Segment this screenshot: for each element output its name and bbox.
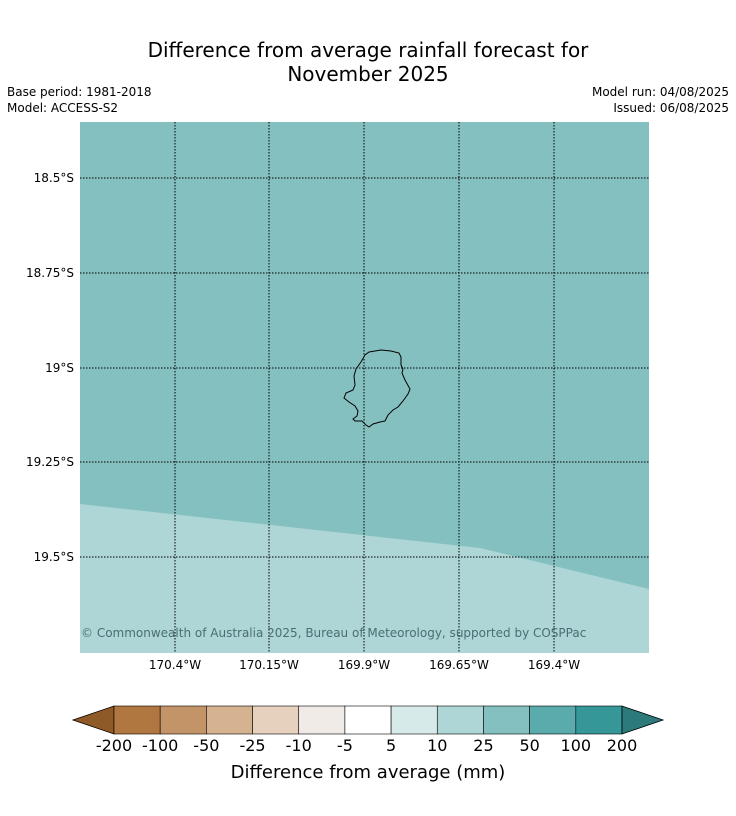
colorbar-segment <box>390 705 438 735</box>
colorbar-segment <box>436 705 484 735</box>
base-period-text: Base period: 1981-2018 <box>7 85 152 99</box>
colorbar <box>71 705 665 735</box>
lat-label: 18.5°S <box>34 171 74 185</box>
model-run-text: Model run: 04/08/2025 <box>591 85 729 99</box>
colorbar-extend-high <box>621 705 665 735</box>
title-line-1: Difference from average rainfall forecas… <box>147 38 589 62</box>
colorbar-segment <box>344 705 392 735</box>
meta-right: Model run: 04/08/2025 Issued: 06/08/2025 <box>592 84 729 116</box>
copyright-text: © Commonwealth of Australia 2025, Bureau… <box>81 626 587 640</box>
colorbar-tick-label: 10 <box>427 736 448 755</box>
colorbar-segment <box>159 705 207 735</box>
colorbar-tick-label: -200 <box>95 736 133 755</box>
lat-label: 19.25°S <box>26 455 74 469</box>
colorbar-tick-label: 5 <box>385 736 397 755</box>
colorbar-tick-label: -10 <box>285 736 312 755</box>
model-text: Model: ACCESS-S2 <box>7 101 119 115</box>
lon-label: 170.15°W <box>239 658 299 672</box>
colorbar-tick-label: 25 <box>473 736 494 755</box>
colorbar-tick-label: -25 <box>239 736 266 755</box>
issued-text: Issued: 06/08/2025 <box>613 101 729 115</box>
colorbar-tick-label: -5 <box>336 736 353 755</box>
meta-left: Base period: 1981-2018 Model: ACCESS-S2 <box>7 84 152 116</box>
colorbar-segment <box>529 705 577 735</box>
colorbar-segment <box>113 705 161 735</box>
title-line-2: November 2025 <box>287 62 449 86</box>
lat-label: 19°S <box>45 361 74 375</box>
island-outline <box>343 349 411 428</box>
lon-label: 169.9°W <box>338 658 390 672</box>
colorbar-segment <box>252 705 300 735</box>
colorbar-extend-low <box>71 705 115 735</box>
graticule <box>80 122 649 653</box>
colorbar-tick-label: -100 <box>142 736 179 755</box>
lon-label: 169.4°W <box>528 658 580 672</box>
lat-label: 18.75°S <box>26 266 74 280</box>
lat-label: 19.5°S <box>34 550 74 564</box>
colorbar-segment <box>206 705 253 735</box>
colorbar-title: Difference from average (mm) <box>230 762 506 783</box>
colorbar-tick-label: -50 <box>193 736 220 755</box>
map-title: Difference from average rainfall forecas… <box>0 38 736 86</box>
lon-label: 169.65°W <box>429 658 489 672</box>
colorbar-segment <box>483 705 530 735</box>
colorbar-segment <box>575 705 623 735</box>
colorbar-segment <box>298 705 346 735</box>
colorbar-tick-label: 200 <box>606 736 638 755</box>
colorbar-tick-label: 100 <box>560 736 592 755</box>
lon-label: 170.4°W <box>149 658 201 672</box>
colorbar-tick-label: 50 <box>519 736 540 755</box>
